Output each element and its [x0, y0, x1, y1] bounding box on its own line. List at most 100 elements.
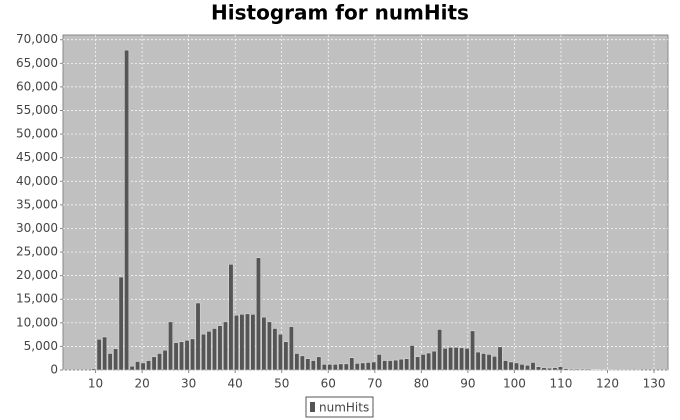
bar [453, 347, 459, 371]
bar [547, 367, 552, 371]
bar [234, 315, 239, 371]
bar [195, 302, 201, 371]
bar [568, 368, 574, 371]
bar [387, 360, 393, 371]
bar [168, 321, 173, 371]
bar [508, 361, 514, 371]
bar [316, 356, 322, 371]
bar [536, 366, 541, 371]
bar [360, 362, 366, 371]
y-tick-label: 45,000 [16, 150, 58, 164]
bar [459, 347, 465, 371]
bar [294, 353, 300, 371]
bar [338, 363, 344, 371]
bar [574, 368, 580, 371]
bar [475, 351, 481, 371]
bar [118, 276, 124, 371]
legend-box [305, 396, 374, 418]
bar [519, 364, 525, 371]
bar [525, 365, 530, 371]
x-tick-label: 10 [88, 377, 103, 391]
bar [448, 347, 454, 371]
x-tick-label: 30 [181, 377, 196, 391]
bar [129, 365, 135, 371]
y-tick-label: 25,000 [16, 245, 58, 259]
bar [223, 321, 228, 371]
bar [310, 360, 316, 371]
bar [283, 341, 289, 371]
y-tick-label: 0 [50, 363, 58, 377]
bar [365, 362, 371, 371]
bar [327, 364, 333, 371]
bar [442, 348, 448, 371]
y-tick-label: 70,000 [16, 32, 58, 46]
bar [415, 356, 421, 371]
bar [113, 348, 119, 371]
bar [349, 357, 355, 371]
plot-area [62, 34, 669, 371]
bar [321, 364, 327, 371]
bar [437, 329, 443, 371]
bar [514, 362, 519, 371]
x-tick-label: 20 [134, 377, 149, 391]
bar [563, 368, 569, 371]
bar [541, 367, 547, 371]
bar [91, 368, 97, 371]
y-tick-label: 50,000 [16, 127, 58, 141]
bar [354, 363, 360, 371]
bar [470, 330, 476, 371]
x-tick-label: 100 [503, 377, 526, 391]
chart-title: Histogram for numHits [211, 1, 469, 25]
bar [146, 360, 152, 371]
bar [250, 314, 256, 371]
bar [305, 358, 311, 371]
bar [140, 362, 146, 371]
bar [228, 264, 234, 371]
bar [107, 353, 113, 371]
bar [486, 354, 492, 371]
y-tick-label: 5,000 [24, 339, 58, 353]
y-tick-label: 35,000 [16, 197, 58, 211]
y-tick-label: 60,000 [16, 79, 58, 93]
bar [464, 348, 470, 371]
bar [492, 356, 497, 371]
bar [343, 363, 349, 371]
bar [261, 316, 267, 371]
bar [244, 313, 250, 371]
bar [157, 353, 163, 371]
y-tick-label: 40,000 [16, 174, 58, 188]
bar [266, 321, 272, 371]
y-tick-label: 10,000 [16, 315, 58, 329]
bar [393, 359, 399, 371]
bar [206, 331, 212, 371]
x-tick-label: 90 [460, 377, 475, 391]
bar [497, 346, 503, 371]
bar [184, 340, 190, 371]
bar [420, 354, 426, 371]
legend-label: numHits [319, 401, 369, 415]
bar [371, 361, 377, 371]
bar [162, 349, 168, 371]
bar [409, 345, 415, 371]
x-tick-label: 50 [274, 377, 289, 391]
bar [332, 364, 338, 371]
bar [179, 341, 184, 371]
bar [288, 326, 294, 371]
bar [277, 333, 283, 371]
x-tick-label: 120 [596, 377, 619, 391]
legend-swatch [310, 402, 315, 412]
bar [481, 353, 487, 371]
bar [124, 49, 130, 371]
bar [404, 358, 410, 371]
bar [426, 352, 432, 371]
bar [151, 356, 157, 371]
bar [190, 338, 195, 371]
bar [376, 354, 382, 371]
x-tick-label: 40 [228, 377, 243, 391]
bar [201, 333, 206, 371]
x-tick-label: 70 [367, 377, 382, 391]
y-tick-label: 15,000 [16, 292, 58, 306]
x-tick-label: 80 [414, 377, 429, 391]
x-tick-label: 130 [643, 377, 666, 391]
